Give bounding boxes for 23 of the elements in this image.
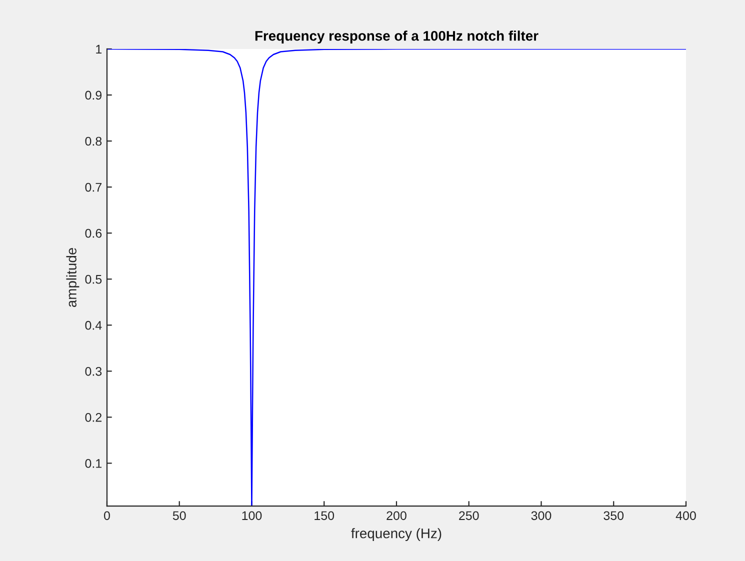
x-tick-label: 0: [104, 511, 110, 520]
y-tick-label: 0.2: [85, 412, 102, 422]
x-tick-label: 250: [459, 511, 479, 520]
y-tick-label: 0.8: [85, 136, 102, 146]
x-tick-label: 300: [531, 511, 552, 520]
x-axis-title: frequency (Hz): [351, 528, 442, 542]
y-tick-label: 0.5: [85, 274, 102, 284]
y-axis-title: amplitude: [66, 248, 80, 308]
y-tick-label: 0.3: [85, 366, 102, 376]
x-tick-label: 350: [604, 511, 624, 520]
x-tick-label: 150: [314, 511, 334, 520]
y-tick-label: 0.6: [85, 228, 102, 238]
y-tick-label: 0.1: [85, 459, 102, 468]
x-tick-label: 200: [386, 511, 406, 520]
line-series: [106, 48, 686, 506]
x-tick-label: 50: [172, 511, 186, 520]
x-tick-label: 400: [676, 511, 696, 520]
y-tick-label: 1: [96, 44, 102, 54]
y-tick-label: 0.9: [85, 90, 102, 100]
y-tick-label: 0.4: [85, 320, 102, 330]
x-tick-label: 100: [242, 511, 262, 520]
y-tick-label: 0.7: [85, 182, 102, 192]
chart-title: Frequency response of a 100Hz notch filter: [255, 30, 538, 44]
